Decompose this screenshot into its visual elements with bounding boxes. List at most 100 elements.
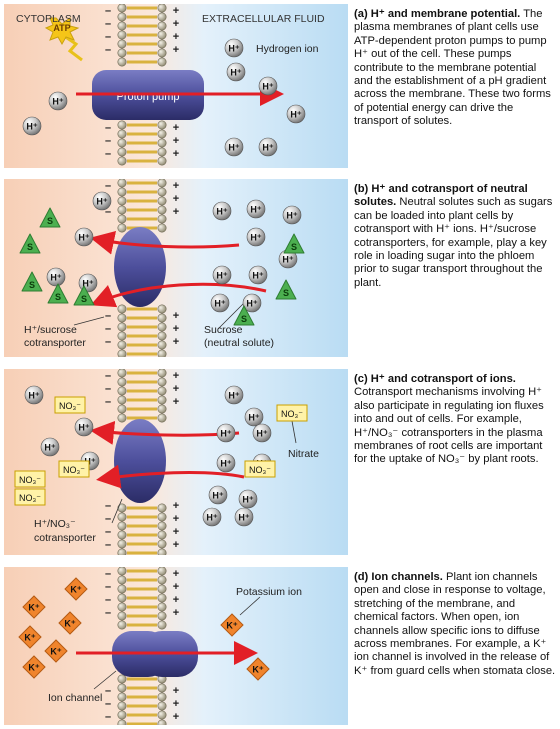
- cotransporter-label-line2: cotransporter: [24, 337, 86, 349]
- channel-label: Ion channel: [48, 692, 102, 704]
- lipid-head: [157, 512, 167, 522]
- lipid-head: [157, 567, 167, 576]
- cotransporter-label-line2: cotransporter: [34, 532, 96, 544]
- lipid-head: [157, 710, 167, 720]
- lipid-head: [117, 719, 127, 725]
- minus-charge: –: [105, 685, 111, 697]
- lipid-head: [157, 692, 167, 702]
- plus-charge: +: [173, 581, 179, 593]
- lipid-head: [117, 331, 127, 341]
- minus-charge: –: [105, 370, 111, 382]
- h-ion-arrow: [90, 230, 240, 255]
- h-ion-label: H⁺: [228, 391, 239, 401]
- h-ion-label: H⁺: [44, 443, 55, 453]
- minus-charge: –: [105, 206, 111, 218]
- lipid-head: [157, 120, 167, 130]
- h-ion-label: H⁺: [290, 110, 301, 120]
- lipid-head: [157, 548, 167, 555]
- sucrose-label: S: [291, 242, 297, 252]
- plus-charge: +: [173, 148, 179, 160]
- nitrate-ion-label: NO₃⁻: [281, 409, 303, 419]
- h-ion-label: H⁺: [286, 211, 297, 221]
- membrane: – + – + – + – + – + – + – +: [105, 369, 179, 555]
- lipid-head: [117, 39, 127, 49]
- sucrose-molecule: [19, 233, 41, 254]
- lipid-head: [117, 521, 127, 531]
- k-ion: [22, 595, 46, 619]
- plus-charge: +: [173, 500, 179, 512]
- plus-charge: +: [173, 396, 179, 408]
- lipid-head: [157, 521, 167, 531]
- minus-charge: –: [105, 148, 111, 160]
- lipid-head: [117, 548, 127, 555]
- h-ion: [22, 116, 42, 136]
- sucrose-label-line1: Sucrose: [204, 324, 243, 336]
- lipid-head: [157, 503, 167, 513]
- cotransporter-label-line1: H⁺/NO₃⁻: [34, 518, 76, 530]
- sucrose-molecule: [47, 283, 69, 304]
- panel-c-diagram: – + – + – + – + – + – + – + Nitrate H⁺/NO₃⁻ cotranspo…: [4, 369, 348, 555]
- panel-c-heading: (c) H⁺ and cotransport of ions.: [354, 373, 516, 385]
- lipid-head: [117, 674, 127, 684]
- minus-charge: –: [105, 336, 111, 348]
- lipid-head: [157, 214, 167, 224]
- plus-charge: +: [173, 685, 179, 697]
- plus-charge: +: [173, 336, 179, 348]
- lipid-head: [157, 340, 167, 350]
- sucrose-molecule: [21, 271, 43, 292]
- panel-c-body: Cotransport mechanisms involving H⁺ also…: [354, 386, 544, 466]
- lipid-head: [117, 413, 127, 423]
- lipid-head: [117, 304, 127, 314]
- sucrose-molecule: [233, 305, 255, 326]
- h-ion-label: H⁺: [250, 205, 261, 215]
- sucrose-arrow: [90, 282, 267, 308]
- cotransporter-label-line1: H⁺/sucrose: [24, 324, 77, 336]
- lipid-head: [157, 313, 167, 323]
- plus-charge: +: [173, 18, 179, 30]
- h-ion-label: H⁺: [96, 197, 107, 207]
- sucrose-label: S: [81, 294, 87, 304]
- h-ion: [74, 227, 94, 247]
- nitrate-label: Nitrate: [288, 448, 319, 460]
- lipid-head: [117, 539, 127, 549]
- lipid-head: [117, 349, 127, 357]
- h-ion-label: H⁺: [214, 299, 225, 309]
- membrane: – + – + – + – + – + – + – +: [105, 4, 179, 166]
- sucrose-molecule: [283, 233, 305, 254]
- sucrose-molecule: [73, 285, 95, 306]
- plus-charge: +: [173, 323, 179, 335]
- h-ion-label: H⁺: [216, 271, 227, 281]
- h-ion-label: H⁺: [82, 279, 93, 289]
- h-ion-label: H⁺: [220, 429, 231, 439]
- ion-group: H⁺H⁺H⁺H⁺H⁺H⁺H⁺H⁺H⁺H⁺H⁺H⁺H⁺H⁺NO₃⁻NO₃⁻NO₃⁻…: [14, 385, 308, 527]
- lipid-head: [157, 620, 167, 630]
- minus-charge: –: [105, 581, 111, 593]
- panel-b-description: (b) H⁺ and cotransport of neutral solute…: [354, 183, 556, 290]
- sucrose-label: S: [29, 280, 35, 290]
- ion-group: H⁺ H⁺ H⁺ H⁺ H⁺ H⁺ H⁺ H⁺: [22, 38, 306, 157]
- lipid-head: [117, 129, 127, 139]
- nitrate-ion-label: NO₃⁻: [19, 475, 41, 485]
- panel-b-heading: (b) H⁺ and cotransport of neutral solute…: [354, 183, 528, 209]
- k-ion-label: K⁺: [50, 647, 61, 657]
- sucrose-label: S: [27, 242, 33, 252]
- leader-line: [93, 670, 117, 690]
- h-ion-label: H⁺: [262, 82, 273, 92]
- h-ion-label: H⁺: [242, 495, 253, 505]
- atp-burst-icon: [44, 17, 80, 46]
- lipid-head: [157, 701, 167, 711]
- ion-group: K⁺ K⁺ K⁺ K⁺ K⁺ K⁺ K⁺ K⁺: [18, 577, 270, 681]
- lipid-head: [117, 602, 127, 612]
- h-ion: [40, 437, 60, 457]
- h-ion: [286, 104, 306, 124]
- minus-charge: –: [105, 607, 111, 619]
- lipid-head: [157, 223, 167, 233]
- k-ion-label: K⁺: [64, 619, 75, 629]
- lipid-head: [117, 4, 127, 13]
- panel-a-body: The plasma membranes of plant cells use …: [354, 8, 551, 128]
- lipid-head: [117, 701, 127, 711]
- lipid-head: [117, 156, 127, 166]
- lipid-head: [117, 57, 127, 67]
- k-ion-label: K⁺: [70, 585, 81, 595]
- sucrose-label: S: [55, 292, 61, 302]
